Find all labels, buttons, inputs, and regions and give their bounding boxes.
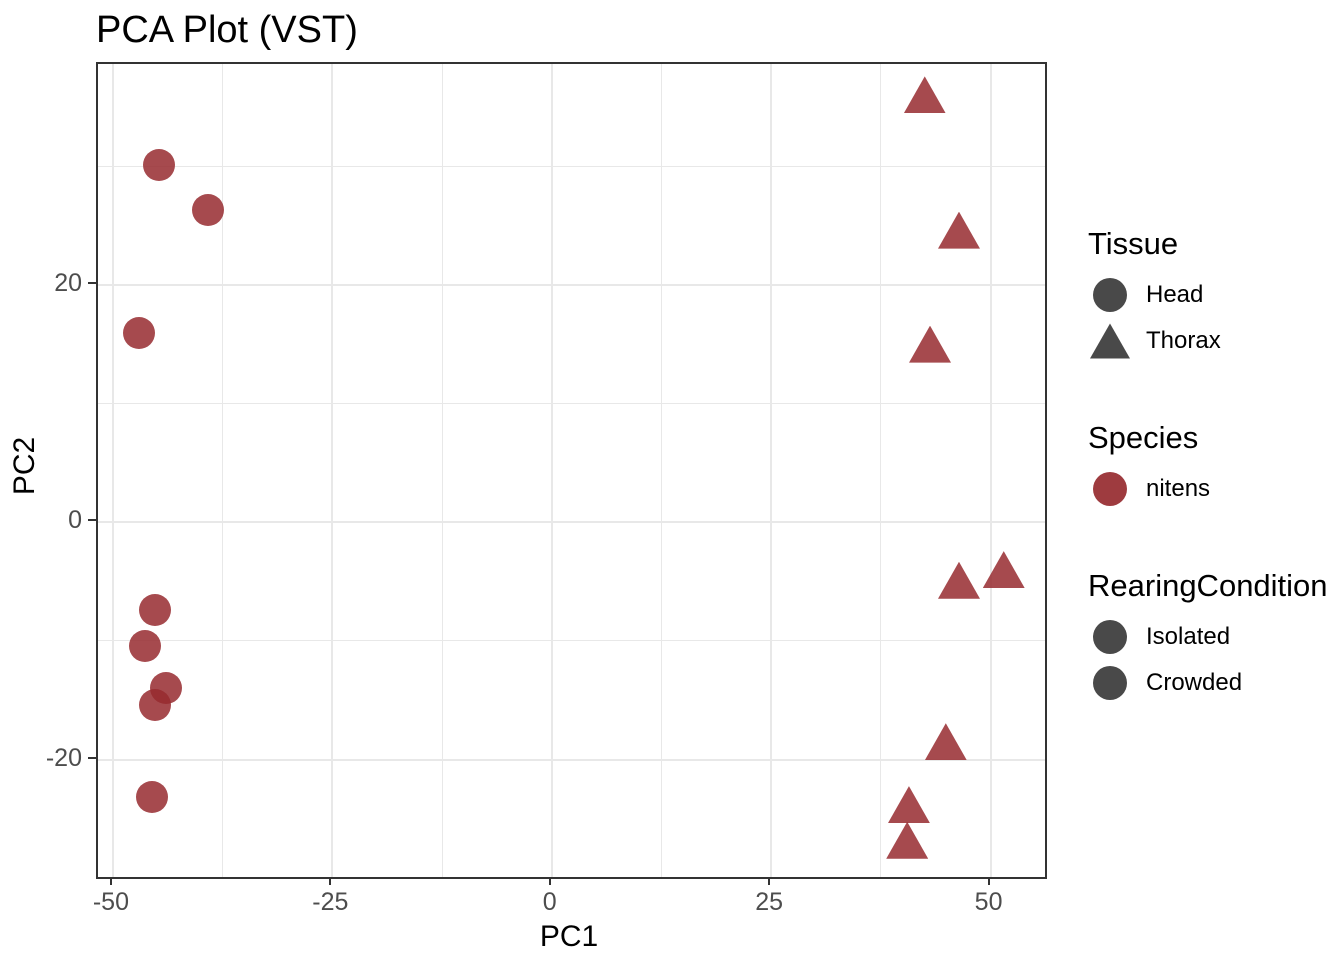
data-point-circle [143,148,176,181]
x-tick [768,877,771,885]
legend: Tissue Head Thorax Species nitens RearingCond… [1088,226,1338,762]
gridline-major-x [989,64,992,877]
gridline-major-x [331,64,334,877]
legend-item-label: Head [1146,281,1204,308]
data-point-triangle [937,561,980,599]
y-axis-title: PC2 [8,436,41,496]
gridline-minor-x [222,64,224,877]
gridline-minor-y [98,402,1045,404]
legend-item-label: Crowded [1146,669,1243,696]
data-point-circle [191,193,224,226]
gridline-major-y [98,521,1045,524]
legend-item: Thorax [1088,318,1338,364]
y-tick [88,281,96,284]
legend-item: nitens [1088,466,1338,512]
gridline-minor-y [98,640,1045,642]
plot-panel [96,62,1047,879]
legend-title: Tissue [1088,226,1179,261]
legend-circle-icon [1093,472,1127,506]
x-tick-label: 0 [542,888,557,916]
data-point-circle [139,688,172,721]
gridline-minor-x [660,64,662,877]
legend-item: Head [1088,272,1338,318]
data-point-circle [139,593,172,626]
y-tick-label: 0 [68,506,82,535]
gridline-minor-y [98,165,1045,167]
legend-title: RearingCondition [1088,568,1328,603]
x-tick-label: 25 [755,888,784,916]
legend-item-label: Thorax [1146,327,1221,354]
x-tick-label: 50 [974,888,1003,916]
gridline-minor-x [880,64,882,877]
gridline-major-x [111,64,114,877]
data-point-circle [135,781,168,814]
x-tick [987,877,990,885]
x-tick [329,877,332,885]
data-point-triangle [937,211,980,249]
legend-circle-icon [1093,666,1127,700]
legend-glyph-box [1088,466,1132,512]
gridline-major-x [550,64,553,877]
data-point-triangle [903,76,946,114]
legend-item-label: Isolated [1146,623,1231,650]
legend-group: Tissue Head Thorax [1088,226,1338,364]
gridline-major-y [98,758,1045,761]
legend-item-label: nitens [1146,475,1211,502]
y-tick [88,756,96,759]
x-axis-title: PC1 [539,920,599,953]
data-point-circle [123,317,156,350]
legend-title: Species [1088,420,1199,455]
x-tick [548,877,551,885]
y-tick [88,519,96,522]
legend-item: Isolated [1088,614,1338,660]
legend-item: Crowded [1088,660,1338,706]
legend-glyph-box [1088,318,1132,364]
gridline-major-x [770,64,773,877]
data-point-triangle [887,786,930,824]
legend-glyph-box [1088,614,1132,660]
plot-title: PCA Plot (VST) [96,9,358,51]
legend-group: Species nitens [1088,420,1338,512]
legend-circle-icon [1093,620,1127,654]
legend-group: RearingCondition Isolated Crowded [1088,568,1338,706]
data-point-triangle [886,821,929,859]
y-tick-label: 20 [54,268,82,297]
legend-triangle-icon [1090,323,1130,359]
x-tick-label: -25 [312,888,349,916]
legend-glyph-box [1088,660,1132,706]
y-tick-label: -20 [45,743,82,772]
legend-glyph-box [1088,272,1132,318]
x-tick [109,877,112,885]
gridline-major-y [98,283,1045,286]
data-point-triangle [924,723,967,761]
data-point-triangle [909,325,952,363]
gridline-minor-x [441,64,443,877]
x-tick-label: -50 [92,888,129,916]
data-point-circle [128,629,161,662]
legend-circle-icon [1093,278,1127,312]
